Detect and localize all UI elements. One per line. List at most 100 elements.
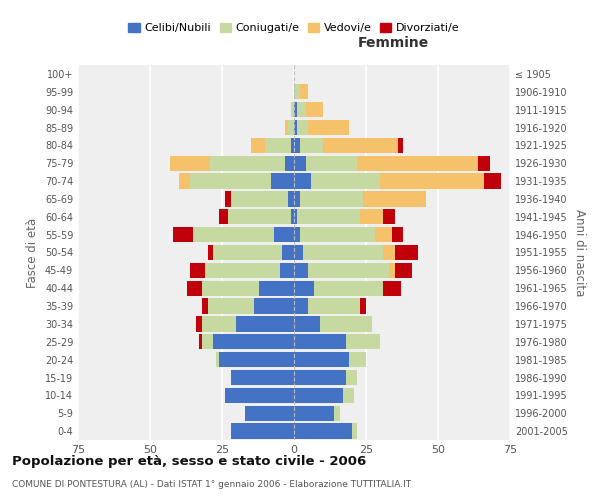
Bar bbox=[202, 298, 208, 314]
Bar bbox=[288, 192, 294, 206]
Bar bbox=[225, 192, 230, 206]
Bar bbox=[283, 245, 294, 260]
Bar bbox=[320, 316, 372, 332]
Bar bbox=[214, 245, 283, 260]
Bar bbox=[395, 263, 412, 278]
Bar bbox=[305, 102, 323, 117]
Bar bbox=[294, 209, 297, 224]
Bar bbox=[286, 156, 294, 171]
Bar bbox=[245, 406, 294, 421]
Bar bbox=[308, 298, 360, 314]
Bar bbox=[170, 156, 211, 171]
Bar bbox=[294, 370, 346, 385]
Bar bbox=[300, 227, 374, 242]
Bar bbox=[230, 192, 288, 206]
Bar bbox=[392, 227, 403, 242]
Bar bbox=[294, 120, 297, 135]
Bar bbox=[478, 156, 490, 171]
Bar bbox=[360, 298, 366, 314]
Bar bbox=[383, 280, 401, 296]
Bar bbox=[202, 280, 259, 296]
Bar bbox=[196, 316, 202, 332]
Bar bbox=[395, 245, 418, 260]
Bar bbox=[294, 316, 320, 332]
Bar bbox=[259, 280, 294, 296]
Bar bbox=[360, 209, 383, 224]
Bar bbox=[484, 174, 502, 188]
Bar bbox=[190, 263, 205, 278]
Bar bbox=[334, 406, 340, 421]
Bar bbox=[380, 174, 484, 188]
Bar bbox=[219, 352, 294, 367]
Y-axis label: Anni di nascita: Anni di nascita bbox=[573, 209, 586, 296]
Bar bbox=[211, 156, 286, 171]
Bar bbox=[323, 138, 398, 153]
Bar bbox=[208, 245, 214, 260]
Bar bbox=[300, 138, 323, 153]
Bar bbox=[297, 209, 360, 224]
Bar bbox=[294, 156, 305, 171]
Bar bbox=[311, 174, 380, 188]
Bar bbox=[305, 156, 358, 171]
Bar bbox=[297, 102, 305, 117]
Bar bbox=[173, 227, 193, 242]
Bar bbox=[294, 192, 300, 206]
Bar bbox=[300, 192, 363, 206]
Bar bbox=[187, 280, 202, 296]
Bar bbox=[214, 334, 294, 349]
Bar bbox=[294, 334, 346, 349]
Bar bbox=[274, 227, 294, 242]
Bar bbox=[343, 388, 355, 403]
Bar bbox=[294, 174, 311, 188]
Bar bbox=[291, 138, 294, 153]
Bar bbox=[254, 298, 294, 314]
Bar bbox=[208, 298, 254, 314]
Bar bbox=[308, 120, 349, 135]
Bar bbox=[294, 102, 297, 117]
Bar bbox=[228, 209, 291, 224]
Bar bbox=[294, 138, 300, 153]
Text: Popolazione per età, sesso e stato civile - 2006: Popolazione per età, sesso e stato civil… bbox=[12, 455, 366, 468]
Bar bbox=[225, 388, 294, 403]
Bar bbox=[230, 370, 294, 385]
Bar bbox=[286, 120, 288, 135]
Bar bbox=[230, 424, 294, 438]
Bar bbox=[346, 334, 380, 349]
Bar bbox=[294, 406, 334, 421]
Bar bbox=[294, 280, 314, 296]
Bar bbox=[352, 424, 358, 438]
Bar bbox=[193, 227, 274, 242]
Bar bbox=[280, 263, 294, 278]
Bar bbox=[294, 424, 352, 438]
Bar bbox=[199, 334, 202, 349]
Y-axis label: Fasce di età: Fasce di età bbox=[26, 218, 39, 288]
Bar bbox=[294, 388, 343, 403]
Text: COMUNE DI PONTESTURA (AL) - Dati ISTAT 1° gennaio 2006 - Elaborazione TUTTITALIA: COMUNE DI PONTESTURA (AL) - Dati ISTAT 1… bbox=[12, 480, 411, 489]
Bar bbox=[294, 245, 302, 260]
Bar bbox=[398, 138, 403, 153]
Bar bbox=[179, 174, 190, 188]
Bar bbox=[308, 263, 389, 278]
Bar bbox=[349, 352, 366, 367]
Bar bbox=[297, 120, 308, 135]
Bar bbox=[236, 316, 294, 332]
Legend: Celibi/Nubili, Coniugati/e, Vedovi/e, Divorziati/e: Celibi/Nubili, Coniugati/e, Vedovi/e, Di… bbox=[124, 18, 464, 38]
Bar bbox=[314, 280, 383, 296]
Bar bbox=[358, 156, 478, 171]
Bar bbox=[291, 209, 294, 224]
Bar bbox=[383, 209, 395, 224]
Bar bbox=[294, 227, 300, 242]
Bar bbox=[291, 102, 294, 117]
Bar bbox=[190, 174, 271, 188]
Bar bbox=[300, 84, 308, 100]
Bar bbox=[294, 298, 308, 314]
Bar bbox=[374, 227, 392, 242]
Bar bbox=[346, 370, 358, 385]
Bar bbox=[271, 174, 294, 188]
Bar bbox=[202, 334, 214, 349]
Bar bbox=[202, 316, 236, 332]
Bar bbox=[363, 192, 427, 206]
Bar bbox=[205, 263, 280, 278]
Bar bbox=[294, 84, 300, 100]
Bar bbox=[251, 138, 265, 153]
